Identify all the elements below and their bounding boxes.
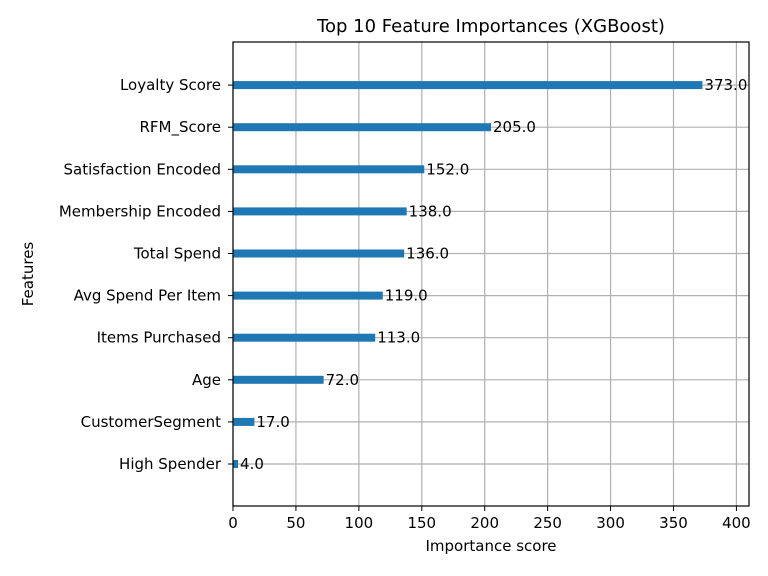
category-label: High Spender — [119, 455, 222, 473]
bar — [233, 460, 239, 468]
bar — [233, 81, 703, 90]
category-label: Loyalty Score — [120, 76, 221, 94]
x-tick-label: 350 — [659, 514, 688, 532]
x-tick-label: 200 — [470, 514, 499, 532]
bar — [233, 333, 376, 342]
bar — [233, 291, 383, 300]
data-label: 17.0 — [256, 413, 289, 431]
bar — [233, 207, 407, 216]
bar — [233, 165, 425, 174]
category-label: RFM_Score — [139, 118, 221, 137]
x-tick-label: 0 — [228, 514, 238, 532]
chart-title: Top 10 Feature Importances (XGBoost) — [316, 16, 665, 37]
category-label: Membership Encoded — [59, 202, 221, 220]
bar — [233, 375, 324, 384]
plot-frame — [232, 41, 750, 507]
bars — [233, 81, 703, 468]
x-tick-label: 100 — [345, 514, 374, 532]
y-axis-labels: High Spender CustomerSegment Age Items Purc… — [59, 76, 233, 473]
data-label: 113.0 — [377, 329, 420, 347]
data-label: 72.0 — [326, 371, 359, 389]
x-tick-label: 250 — [533, 514, 562, 532]
x-axis-ticks: 0 50 100 150 200 250 300 350 400 — [228, 506, 751, 532]
x-tick-label: 150 — [407, 514, 436, 532]
category-label: Items Purchased — [97, 329, 221, 347]
bar — [233, 417, 255, 426]
bar — [233, 249, 405, 258]
data-label: 152.0 — [426, 160, 469, 178]
bar — [233, 123, 491, 132]
category-label: CustomerSegment — [81, 413, 221, 431]
data-label: 4.0 — [240, 455, 264, 473]
x-tick-label: 50 — [286, 514, 305, 532]
x-tick-label: 300 — [596, 514, 625, 532]
data-label: 138.0 — [409, 202, 452, 220]
data-label: 205.0 — [493, 118, 536, 136]
x-tick-label: 400 — [722, 514, 751, 532]
data-label: 136.0 — [406, 245, 449, 263]
data-labels: 4.0 17.0 72.0 113.0 119.0 136.0 138.0 152.0 205.… — [240, 76, 747, 473]
grid — [232, 42, 749, 506]
category-label: Total Spend — [133, 245, 221, 263]
data-label: 373.0 — [704, 76, 747, 94]
x-axis-title: Importance score — [425, 537, 556, 555]
category-label: Satisfaction Encoded — [64, 160, 221, 178]
y-axis-title: Features — [19, 242, 37, 307]
category-label: Avg Spend Per Item — [74, 287, 221, 305]
data-label: 119.0 — [385, 287, 428, 305]
category-label: Age — [192, 371, 221, 389]
